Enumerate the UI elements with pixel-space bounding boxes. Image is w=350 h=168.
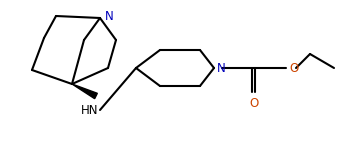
Text: O: O: [249, 97, 259, 110]
Text: N: N: [105, 10, 114, 24]
Text: O: O: [289, 61, 298, 74]
Polygon shape: [72, 84, 97, 99]
Text: HN: HN: [81, 103, 99, 116]
Text: N: N: [217, 61, 226, 74]
